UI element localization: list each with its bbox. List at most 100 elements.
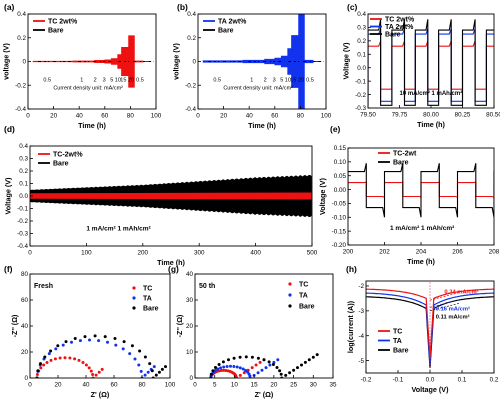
x-tick-label: 80.25 — [455, 112, 471, 119]
rate-label: 15 — [290, 78, 296, 84]
rate-label: 20 — [298, 78, 304, 84]
data-point — [232, 356, 236, 360]
data-point — [264, 366, 268, 370]
y-tick-label: 0.05 — [334, 173, 347, 180]
data-point — [47, 352, 51, 356]
y-tick-label: 40 — [21, 323, 29, 330]
y-tick-label: 0.0 — [19, 193, 28, 200]
rate-label: 2 — [94, 78, 97, 84]
data-point — [64, 340, 68, 344]
panel-label: (d) — [4, 124, 15, 134]
x-tick-label: 300 — [194, 250, 205, 257]
data-point — [221, 360, 225, 364]
data-point — [87, 366, 91, 370]
y-tick-label: -0.4 — [15, 106, 26, 113]
legend-label: TC 2wt% — [385, 16, 415, 23]
data-point — [219, 369, 223, 372]
x-tick-label: 35 — [329, 382, 337, 389]
legend-label: TC 2wt% — [48, 18, 78, 25]
y-axis-label: -Z'' (Ω) — [10, 314, 19, 337]
legend-label: TC-2wt — [393, 150, 417, 157]
data-point — [63, 356, 67, 360]
data-point — [288, 371, 292, 375]
y-tick-label: 40 — [186, 271, 194, 278]
annotation: Current density unit: mA/cm² — [223, 85, 293, 91]
x-tick-label: 30 — [310, 382, 318, 389]
y-axis-label: Voltage (V) — [341, 42, 350, 80]
y-tick-label: 0.3 — [357, 25, 366, 32]
y-tick-label: -0.20 — [332, 242, 347, 249]
data-point — [244, 355, 248, 359]
x-tick-label: 0 — [28, 382, 32, 389]
rate-label: 5 — [110, 78, 113, 84]
data-point — [271, 363, 275, 366]
data-point — [213, 369, 217, 372]
plot-frame — [367, 13, 495, 109]
annotation: Current density unit: mA/cm² — [53, 85, 123, 91]
x-tick-label: 40 — [76, 113, 84, 120]
annotation: 10 mA/cm² 1 mAh/cm² — [400, 90, 463, 97]
x-tick-label: 100 — [151, 113, 162, 120]
data-point — [106, 340, 109, 344]
x-axis-label: Z' (Ω) — [91, 390, 110, 399]
data-point — [160, 367, 164, 371]
legend-marker — [288, 304, 292, 308]
y-tick-label: -4 — [358, 333, 364, 340]
x-tick-label: 100 — [165, 382, 176, 389]
y-tick-label: 0.3 — [19, 156, 28, 163]
legend-marker — [132, 306, 136, 310]
rate-label: 20 — [128, 78, 134, 84]
y-tick-label: -0.1 — [17, 206, 28, 213]
y-tick-label: 0.15 — [334, 145, 347, 152]
data-point — [292, 368, 296, 372]
data-point — [114, 343, 118, 347]
data-point — [241, 367, 245, 371]
plot-frame — [197, 13, 327, 110]
y-axis-label: log(current (A)) — [346, 300, 355, 353]
y-tick-label: 10 — [186, 349, 194, 356]
panel-h: -0.2 -0.1 0.0 0.1 0.2 -5 -4 -3 -2 Voltage (V) log(… — [346, 264, 499, 394]
data-point — [256, 356, 260, 360]
data-point — [250, 366, 254, 370]
y-axis-label: Voltage (V) — [3, 177, 12, 215]
legend-label: TA 2wt% — [218, 18, 247, 25]
legend-label: TA 2wt% — [385, 24, 414, 31]
data-point — [157, 370, 161, 374]
x-tick-label: 80 — [297, 113, 305, 120]
y-tick-label: 0.1 — [19, 181, 28, 188]
y-tick-label: -0.4 — [17, 243, 28, 250]
x-tick-label: 15 — [251, 382, 259, 389]
legend-label: TA — [393, 338, 402, 345]
legend-label: Bare — [53, 160, 69, 167]
plot-frame — [365, 280, 495, 374]
data-point — [152, 365, 156, 369]
x-tick-label: 40 — [82, 382, 90, 389]
y-tick-label: 0.00 — [334, 187, 347, 194]
series-line — [368, 40, 494, 90]
annotation: 1 mA/cm² 1 mAh/cm² — [86, 225, 151, 232]
tafel-fit-line — [429, 292, 459, 301]
rate-label: 1 — [250, 78, 253, 84]
data-point — [130, 344, 134, 348]
rate-label: 3 — [273, 78, 276, 84]
panel-label: (g) — [168, 264, 179, 274]
data-point — [128, 352, 132, 356]
x-axis-label: Time (h) — [248, 121, 276, 130]
y-tick-label: 20 — [21, 349, 29, 356]
x-tick-label: -0.2 — [361, 377, 372, 384]
y-axis-label: -Z'' (Ω) — [175, 314, 184, 337]
data-point — [279, 372, 283, 376]
data-point — [43, 355, 47, 359]
x-tick-label: 40 — [246, 113, 254, 120]
data-point — [54, 347, 58, 351]
rate-label: 0.5 — [306, 78, 314, 84]
data-point — [121, 347, 125, 351]
plot-area-d — [30, 174, 312, 218]
data-point — [45, 361, 49, 364]
legend-label: TA — [143, 295, 152, 302]
x-tick-label: 208 — [489, 249, 500, 256]
data-point — [49, 358, 53, 362]
panel-label: (f) — [4, 264, 13, 274]
plot-area-c — [368, 19, 494, 106]
